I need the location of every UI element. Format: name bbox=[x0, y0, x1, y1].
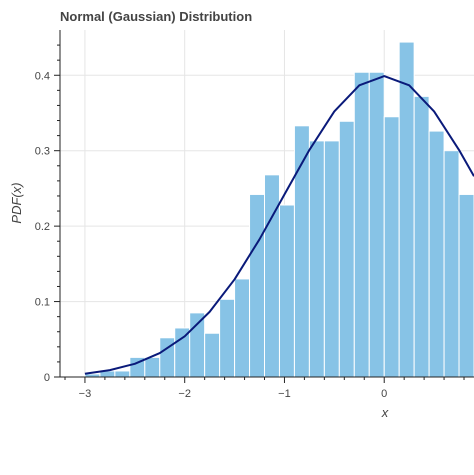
histogram-bar bbox=[323, 140, 340, 378]
histogram-bar bbox=[338, 120, 355, 378]
y-tick-label: 0.4 bbox=[35, 70, 50, 82]
y-axis-ticks: 0 0.1 0.2 0.3 0.4 bbox=[35, 44, 60, 384]
chart-title: Normal (Gaussian) Distribution bbox=[60, 9, 252, 24]
histogram-bar bbox=[443, 150, 460, 378]
histogram-bar bbox=[264, 174, 280, 378]
x-tick-label: 0 bbox=[381, 388, 387, 400]
pdf-curve bbox=[84, 75, 474, 375]
histogram-bar bbox=[204, 332, 221, 378]
axes bbox=[59, 30, 474, 378]
histogram-bar bbox=[353, 71, 370, 378]
x-axis-ticks: −3 −2 −1 0 bbox=[64, 377, 465, 400]
histogram-bar bbox=[428, 130, 445, 378]
histogram-bar bbox=[249, 193, 266, 378]
histogram-bar bbox=[398, 41, 415, 378]
x-tick-label: −2 bbox=[178, 388, 191, 400]
histogram-bar bbox=[308, 140, 325, 378]
y-tick-label: 0.3 bbox=[35, 146, 50, 158]
histogram-bar bbox=[189, 312, 206, 378]
x-tick-label: −1 bbox=[278, 388, 291, 400]
y-axis-label: PDF(x) bbox=[9, 182, 24, 223]
histogram-bar bbox=[383, 116, 400, 378]
histogram-bar bbox=[413, 95, 430, 378]
histogram-bar bbox=[234, 278, 251, 378]
y-tick-label: 0.1 bbox=[35, 297, 50, 309]
histogram-bar bbox=[144, 356, 161, 378]
histogram-bar bbox=[458, 193, 474, 378]
histogram-bar bbox=[114, 370, 131, 378]
y-tick-label: 0.2 bbox=[35, 221, 50, 233]
histogram-bar bbox=[174, 327, 191, 378]
histogram-bar bbox=[368, 71, 385, 378]
histogram-bar bbox=[219, 298, 236, 378]
x-axis-label: x bbox=[381, 405, 389, 420]
x-tick-label: −3 bbox=[79, 388, 92, 400]
y-tick-label: 0 bbox=[44, 372, 50, 384]
histogram-bar bbox=[278, 204, 295, 378]
